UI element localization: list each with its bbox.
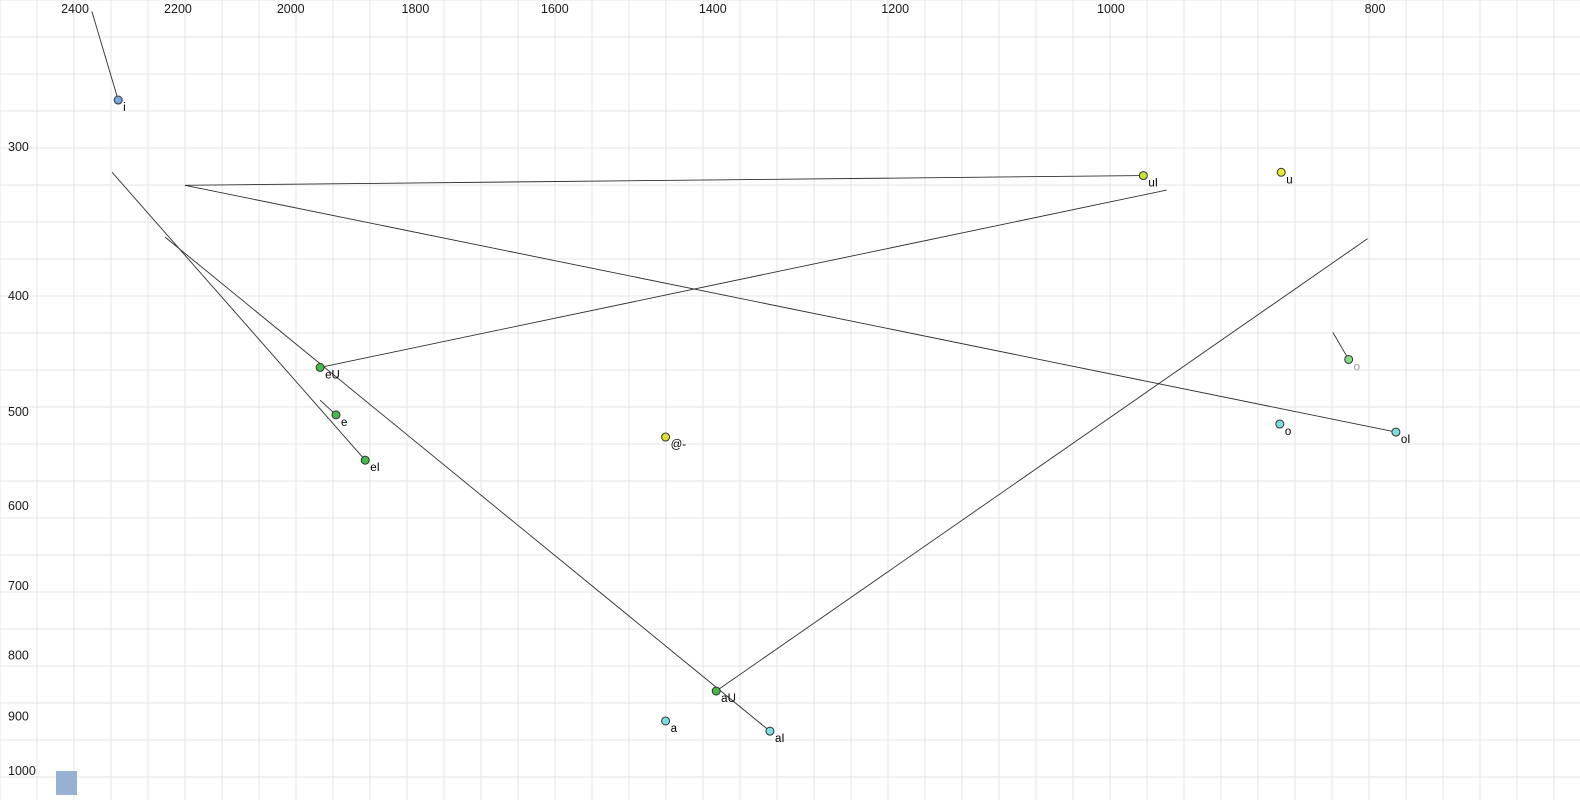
x-tick-label: 2000: [277, 2, 305, 16]
vowel-point-aU[interactable]: [711, 686, 721, 696]
vowel-point-i[interactable]: [113, 95, 123, 105]
vowel-point-label: a: [671, 723, 678, 735]
vowel-point-label: uI: [1148, 178, 1158, 190]
trajectory-line-eU-glide: [320, 189, 1167, 368]
trajectory-line-i-tail: [91, 11, 119, 101]
vowel-point-u[interactable]: [1276, 167, 1286, 177]
y-tick-label: 500: [8, 405, 29, 419]
vowel-point-e[interactable]: [331, 410, 341, 420]
y-tick-label: 400: [8, 289, 29, 303]
vowel-point-label: u: [1286, 174, 1292, 186]
trajectories: [91, 11, 1396, 732]
vowel-point-label: o: [1354, 361, 1360, 373]
x-tick-label: 800: [1365, 2, 1386, 16]
vowel-point-eI[interactable]: [360, 455, 370, 465]
vowel-point-label: i: [123, 102, 126, 114]
x-tick-label: 2200: [164, 2, 192, 16]
y-tick-label: 900: [8, 709, 29, 723]
x-tick-label: 1200: [881, 2, 909, 16]
vowel-point-label: o: [1285, 426, 1291, 438]
vowel-point-oI[interactable]: [1391, 427, 1401, 437]
y-tick-label: 1000: [8, 764, 36, 778]
vowel-point-uI[interactable]: [1138, 171, 1148, 181]
trajectory-line-aI-glide: [164, 236, 771, 732]
y-tick-label: 600: [8, 499, 29, 513]
vowel-point-label: aI: [775, 733, 785, 745]
vowel-points: i uI u eU e eI @- o o oI aU a aI: [113, 95, 1411, 745]
x-tick-label: 2400: [61, 2, 89, 16]
vowel-point-label: e: [341, 417, 347, 429]
x-tick-label: 1000: [1097, 2, 1125, 16]
x-tick-label: 1800: [402, 2, 430, 16]
trajectory-line-eI-glide: [111, 171, 366, 461]
y-tick-label: 700: [8, 579, 29, 593]
vowel-point-o[interactable]: [1275, 419, 1285, 429]
canvas-corner-marker: [56, 771, 77, 795]
x-tick-label: 1400: [699, 2, 727, 16]
trajectory-line-oI-glide: [184, 184, 1396, 433]
vowel-point-aI[interactable]: [765, 726, 775, 736]
vowel-point-label: eU: [325, 369, 340, 381]
vowel-point-label: aU: [721, 693, 736, 705]
vowel-point-eU[interactable]: [315, 362, 325, 372]
vowel-point-o[interactable]: [1344, 354, 1354, 364]
trajectory-line-o-tail: [1332, 332, 1350, 360]
trajectory-line-aU-glide: [715, 238, 1368, 692]
vowel-point-label: eI: [370, 462, 380, 474]
y-tick-label: 300: [8, 140, 29, 154]
vowel-point-label: oI: [1401, 434, 1411, 446]
vowel-point-@-[interactable]: [661, 432, 671, 442]
axis-labels: 2400 2200 2000 1800 1600 1400 1200 1000 800 300 40…: [8, 2, 1385, 778]
y-tick-label: 800: [8, 648, 29, 662]
x-tick-label: 1600: [541, 2, 569, 16]
trajectory-line-uI-glide: [184, 175, 1144, 186]
vowel-point-a[interactable]: [661, 716, 671, 726]
vowel-point-label: @-: [671, 439, 687, 451]
